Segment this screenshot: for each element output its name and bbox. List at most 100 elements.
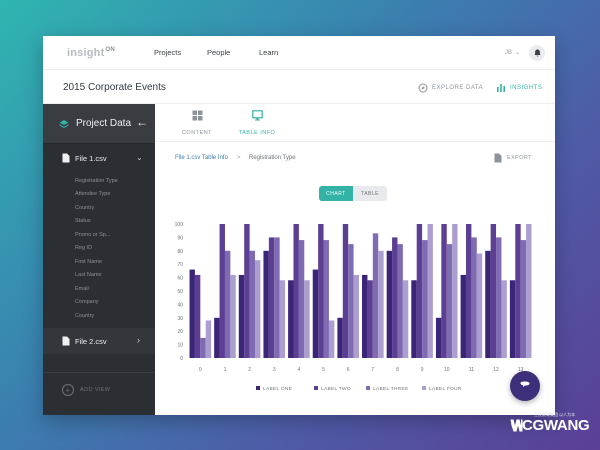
table-toggle-button[interactable]: TABLE xyxy=(361,190,379,197)
bar-label-two xyxy=(416,224,423,358)
bar-label-two xyxy=(392,237,398,358)
top-navbar: insightON Projects People Learn JB ⌄ xyxy=(43,36,555,70)
x-tick-label: 6 xyxy=(347,367,350,373)
chart-toggle-button[interactable]: CHART xyxy=(319,186,353,201)
y-tick-label: 70 xyxy=(177,262,183,268)
compass-icon xyxy=(418,83,428,93)
bar-label-three xyxy=(446,244,453,358)
watermark-tagline: 王氏教育集团 以人为本 xyxy=(534,412,576,417)
grid-icon xyxy=(192,110,202,121)
y-tick-label: 90 xyxy=(177,235,183,241)
export-button[interactable]: EXPORT xyxy=(494,153,532,163)
bar-label-four xyxy=(353,274,359,358)
tab-table-info[interactable]: TABLE INFO xyxy=(227,108,287,142)
bar-label-two xyxy=(194,274,201,358)
sidebar-item-file-2[interactable]: File 2.csv › xyxy=(43,328,155,354)
bar-label-three xyxy=(249,250,256,358)
bar-label-one xyxy=(411,280,417,358)
logo[interactable]: insightON xyxy=(67,47,115,59)
x-tick-label: 2 xyxy=(248,367,251,373)
legend-swatch xyxy=(314,386,318,390)
export-label: EXPORT xyxy=(507,155,532,161)
field-item[interactable]: First Name xyxy=(75,259,102,265)
nav-people[interactable]: People xyxy=(207,48,231,57)
y-tick-label: 60 xyxy=(177,276,183,282)
tab-table-info-label: TABLE INFO xyxy=(238,130,276,136)
divider xyxy=(43,372,155,373)
document-icon xyxy=(494,153,502,163)
bar-label-four xyxy=(501,280,507,358)
chevron-right-icon: › xyxy=(137,335,140,345)
y-tick-label: 100 xyxy=(175,222,184,228)
y-tick-label: 0 xyxy=(180,356,183,362)
bar-label-three xyxy=(471,237,477,358)
field-item[interactable]: Company xyxy=(75,299,99,305)
file-name: File 2.csv xyxy=(75,337,107,346)
notifications-button[interactable] xyxy=(529,45,545,61)
watermark-text: CGWANG xyxy=(522,417,590,434)
explore-data-label: EXPLORE DATA xyxy=(432,85,484,91)
x-tick-label: 4 xyxy=(298,367,301,373)
sidebar-header: Project Data ← xyxy=(43,104,155,144)
monitor-icon xyxy=(251,110,263,121)
breadcrumb-separator: > xyxy=(237,155,241,161)
field-item[interactable]: Country xyxy=(75,313,95,319)
bar-label-one xyxy=(312,269,319,358)
arrow-left-icon: ← xyxy=(136,115,148,129)
bar-label-two xyxy=(268,237,275,358)
chat-button[interactable] xyxy=(510,371,540,401)
x-tick-label: 3 xyxy=(273,367,276,373)
bar-label-two xyxy=(318,224,324,358)
bar-label-two xyxy=(219,224,225,358)
bar-label-two xyxy=(367,280,373,358)
bar-label-four xyxy=(255,260,261,358)
bar-label-one xyxy=(485,250,491,358)
field-item[interactable]: Last Name xyxy=(75,272,102,278)
bar-label-one xyxy=(386,250,393,358)
user-menu[interactable]: JB ⌄ xyxy=(505,49,520,56)
x-tick-label: 12 xyxy=(493,367,499,373)
x-tick-label: 9 xyxy=(421,367,424,373)
field-item[interactable]: Promo or Sp... xyxy=(75,232,111,238)
explore-data-button[interactable]: EXPLORE DATA xyxy=(418,83,483,93)
logo-badge: ON xyxy=(105,47,115,53)
app-window: insightON Projects People Learn JB ⌄ 2015… xyxy=(43,36,555,415)
bar-label-two xyxy=(244,224,250,358)
file-name: File 1.csv xyxy=(75,154,107,163)
insights-label: INSIGHTS xyxy=(510,85,543,91)
breadcrumb-link[interactable]: File 1.csv Table Info xyxy=(175,155,228,161)
x-tick-label: 1 xyxy=(224,367,227,373)
tab-content[interactable]: CONTENT xyxy=(167,108,227,142)
y-tick-label: 80 xyxy=(177,249,183,255)
collapse-sidebar-button[interactable]: ← xyxy=(136,115,148,129)
bar-label-three xyxy=(323,240,329,358)
sidebar-item-file-1[interactable]: File 1.csv ⌄ xyxy=(43,148,155,170)
bar-label-one xyxy=(362,274,368,358)
legend-swatch xyxy=(422,386,426,390)
nav-projects[interactable]: Projects xyxy=(154,48,182,57)
bell-icon xyxy=(533,49,541,57)
nav-learn[interactable]: Learn xyxy=(259,48,279,57)
bar-label-four xyxy=(328,320,335,358)
field-item[interactable]: Email xyxy=(75,286,89,292)
y-tick-label: 40 xyxy=(177,302,183,308)
bar-label-one xyxy=(337,317,343,358)
bar-label-three xyxy=(520,240,527,358)
y-tick-label: 30 xyxy=(177,316,183,322)
bar-label-four xyxy=(205,320,212,358)
bar-label-three xyxy=(274,237,280,358)
insights-button[interactable]: INSIGHTS xyxy=(496,83,542,93)
field-item[interactable]: Registration Type xyxy=(75,178,118,184)
field-item[interactable]: Status xyxy=(75,218,91,224)
view-tabs: CONTENT TABLE INFO xyxy=(155,104,555,142)
add-view-button[interactable]: + ADD VIEW xyxy=(62,384,110,396)
bar-label-two xyxy=(342,224,349,358)
field-item[interactable]: Reg ID xyxy=(75,245,93,251)
file-icon xyxy=(62,336,70,346)
field-item[interactable]: Country xyxy=(75,205,95,211)
breadcrumb-current: Registration Type xyxy=(249,155,296,161)
file-icon xyxy=(62,153,70,163)
x-tick-label: 11 xyxy=(469,367,474,373)
field-item[interactable]: Attendee Type xyxy=(75,191,111,197)
